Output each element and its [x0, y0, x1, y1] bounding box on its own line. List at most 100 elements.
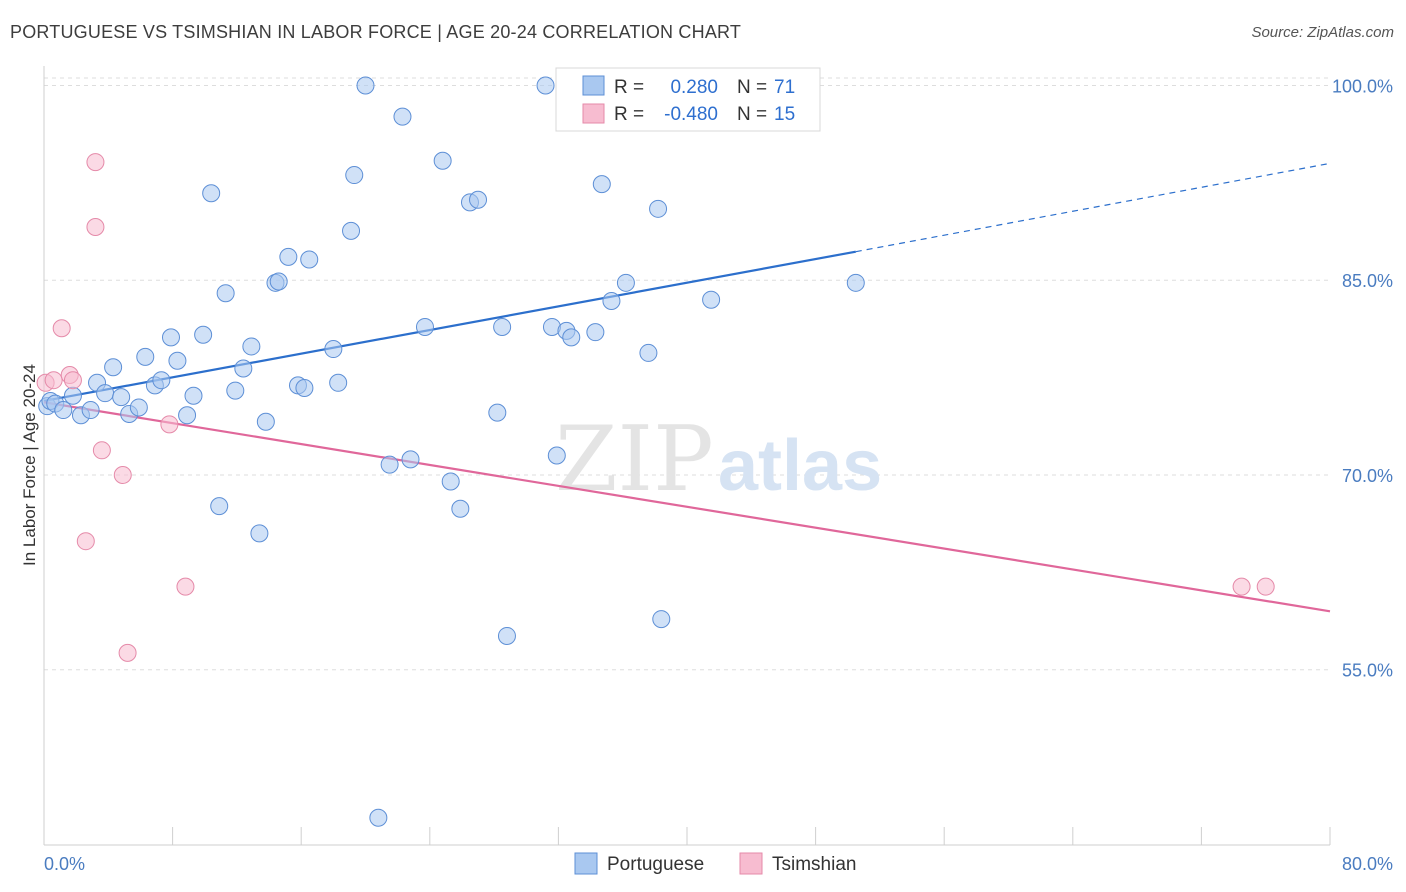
data-point-portuguese: [846, 273, 865, 292]
data-point-portuguese: [136, 347, 155, 366]
y-tick-label: 100.0%: [1332, 76, 1393, 96]
data-point-portuguese: [324, 340, 343, 359]
data-point-portuguese: [393, 107, 412, 126]
data-point-portuguese: [592, 175, 611, 194]
data-point-portuguese: [300, 250, 319, 269]
data-point-portuguese: [161, 328, 180, 347]
data-point-portuguese: [210, 497, 229, 516]
data-point-portuguese: [415, 317, 434, 336]
data-point-tsimshian: [86, 217, 105, 236]
data-point-portuguese: [562, 328, 581, 347]
data-point-portuguese: [202, 184, 221, 203]
data-point-portuguese: [380, 455, 399, 474]
data-point-portuguese: [168, 351, 187, 370]
trend-line-portuguese: [43, 250, 856, 403]
data-point-portuguese: [178, 406, 197, 425]
data-point-portuguese: [441, 472, 460, 491]
y-tick-label: 85.0%: [1342, 271, 1393, 291]
data-point-portuguese: [234, 359, 253, 378]
data-point-tsimshian: [63, 371, 82, 390]
data-point-portuguese: [616, 273, 635, 292]
series-legend-swatch-portuguese: [574, 852, 598, 875]
data-point-tsimshian: [86, 153, 105, 172]
data-point-portuguese: [129, 398, 148, 417]
y-tick-label: 55.0%: [1342, 661, 1393, 681]
data-point-portuguese: [112, 388, 131, 407]
data-point-portuguese: [269, 272, 288, 291]
series-legend-label-portuguese: Portuguese: [607, 854, 704, 875]
data-point-portuguese: [345, 166, 364, 185]
data-point-tsimshian: [52, 319, 71, 338]
legend-r-label: R =: [614, 77, 644, 98]
data-point-portuguese: [81, 401, 100, 420]
data-point-tsimshian: [160, 415, 179, 434]
y-tick-label: 70.0%: [1342, 466, 1393, 486]
data-points: [36, 76, 1275, 827]
legend-r-value: 0.280: [670, 77, 718, 98]
data-point-portuguese: [279, 247, 298, 266]
data-point-portuguese: [250, 524, 269, 543]
data-point-portuguese: [639, 343, 658, 362]
x-tick-label: 0.0%: [44, 854, 85, 874]
data-point-portuguese: [152, 371, 171, 390]
data-point-tsimshian: [118, 643, 137, 662]
data-point-portuguese: [63, 386, 82, 405]
data-point-portuguese: [256, 412, 275, 431]
data-point-portuguese: [242, 337, 261, 356]
data-point-portuguese: [295, 378, 314, 397]
data-point-portuguese: [488, 403, 507, 422]
data-point-portuguese: [451, 499, 470, 518]
watermark-atlas: atlas: [718, 426, 882, 506]
trend-lines: [43, 162, 1331, 613]
data-point-portuguese: [54, 401, 73, 420]
y-axis-label: In Labor Force | Age 20-24: [20, 364, 39, 566]
legend-n-value: 71: [774, 77, 795, 98]
x-tick-labels: 0.0% 80.0%: [44, 854, 1393, 874]
legend-n-label: N =: [737, 104, 767, 125]
data-point-portuguese: [702, 290, 721, 309]
series-legend: Portuguese Tsimshian: [574, 852, 856, 875]
x-tick-label: 80.0%: [1342, 854, 1393, 874]
axes: [43, 66, 1331, 846]
watermark-zip: ZIP: [555, 407, 714, 512]
data-point-portuguese: [216, 284, 235, 303]
chart-title: PORTUGUESE VS TSIMSHIAN IN LABOR FORCE |…: [10, 22, 742, 42]
data-point-portuguese: [547, 446, 566, 465]
data-point-portuguese: [356, 76, 375, 95]
data-point-tsimshian: [113, 465, 132, 484]
data-point-tsimshian: [1232, 577, 1251, 596]
data-point-portuguese: [652, 610, 671, 629]
data-point-tsimshian: [92, 441, 111, 460]
data-point-portuguese: [104, 358, 123, 377]
legend-swatch-portuguese: [582, 75, 605, 96]
data-point-portuguese: [602, 291, 621, 310]
data-point-tsimshian: [76, 532, 95, 551]
legend: R = 0.280 N = 71 R = -0.480 N = 15: [555, 67, 821, 132]
series-legend-swatch-tsimshian: [739, 852, 763, 875]
data-point-portuguese: [194, 325, 213, 344]
data-point-portuguese: [96, 384, 115, 403]
data-point-portuguese: [369, 808, 388, 827]
trend-line-portuguese-extension: [855, 162, 1331, 253]
data-point-portuguese: [433, 151, 452, 170]
legend-swatch-tsimshian: [582, 103, 605, 124]
legend-r-label: R =: [614, 104, 644, 125]
data-point-portuguese: [184, 386, 203, 405]
legend-n-value: 15: [774, 104, 795, 125]
data-point-tsimshian: [1256, 577, 1275, 596]
source-label: Source: ZipAtlas.com: [1251, 24, 1394, 41]
data-point-portuguese: [401, 450, 420, 469]
watermark: ZIP atlas: [555, 407, 882, 512]
data-point-tsimshian: [44, 371, 63, 390]
legend-n-label: N =: [737, 77, 767, 98]
legend-r-value: -0.480: [664, 104, 718, 125]
data-point-portuguese: [469, 190, 488, 209]
data-point-portuguese: [497, 626, 516, 645]
series-legend-label-tsimshian: Tsimshian: [772, 854, 856, 875]
y-tick-labels: 100.0% 85.0% 70.0% 55.0%: [1332, 76, 1393, 680]
trend-line-tsimshian: [43, 401, 1331, 613]
data-point-portuguese: [536, 76, 555, 95]
data-point-portuguese: [329, 373, 348, 392]
data-point-portuguese: [649, 199, 668, 218]
